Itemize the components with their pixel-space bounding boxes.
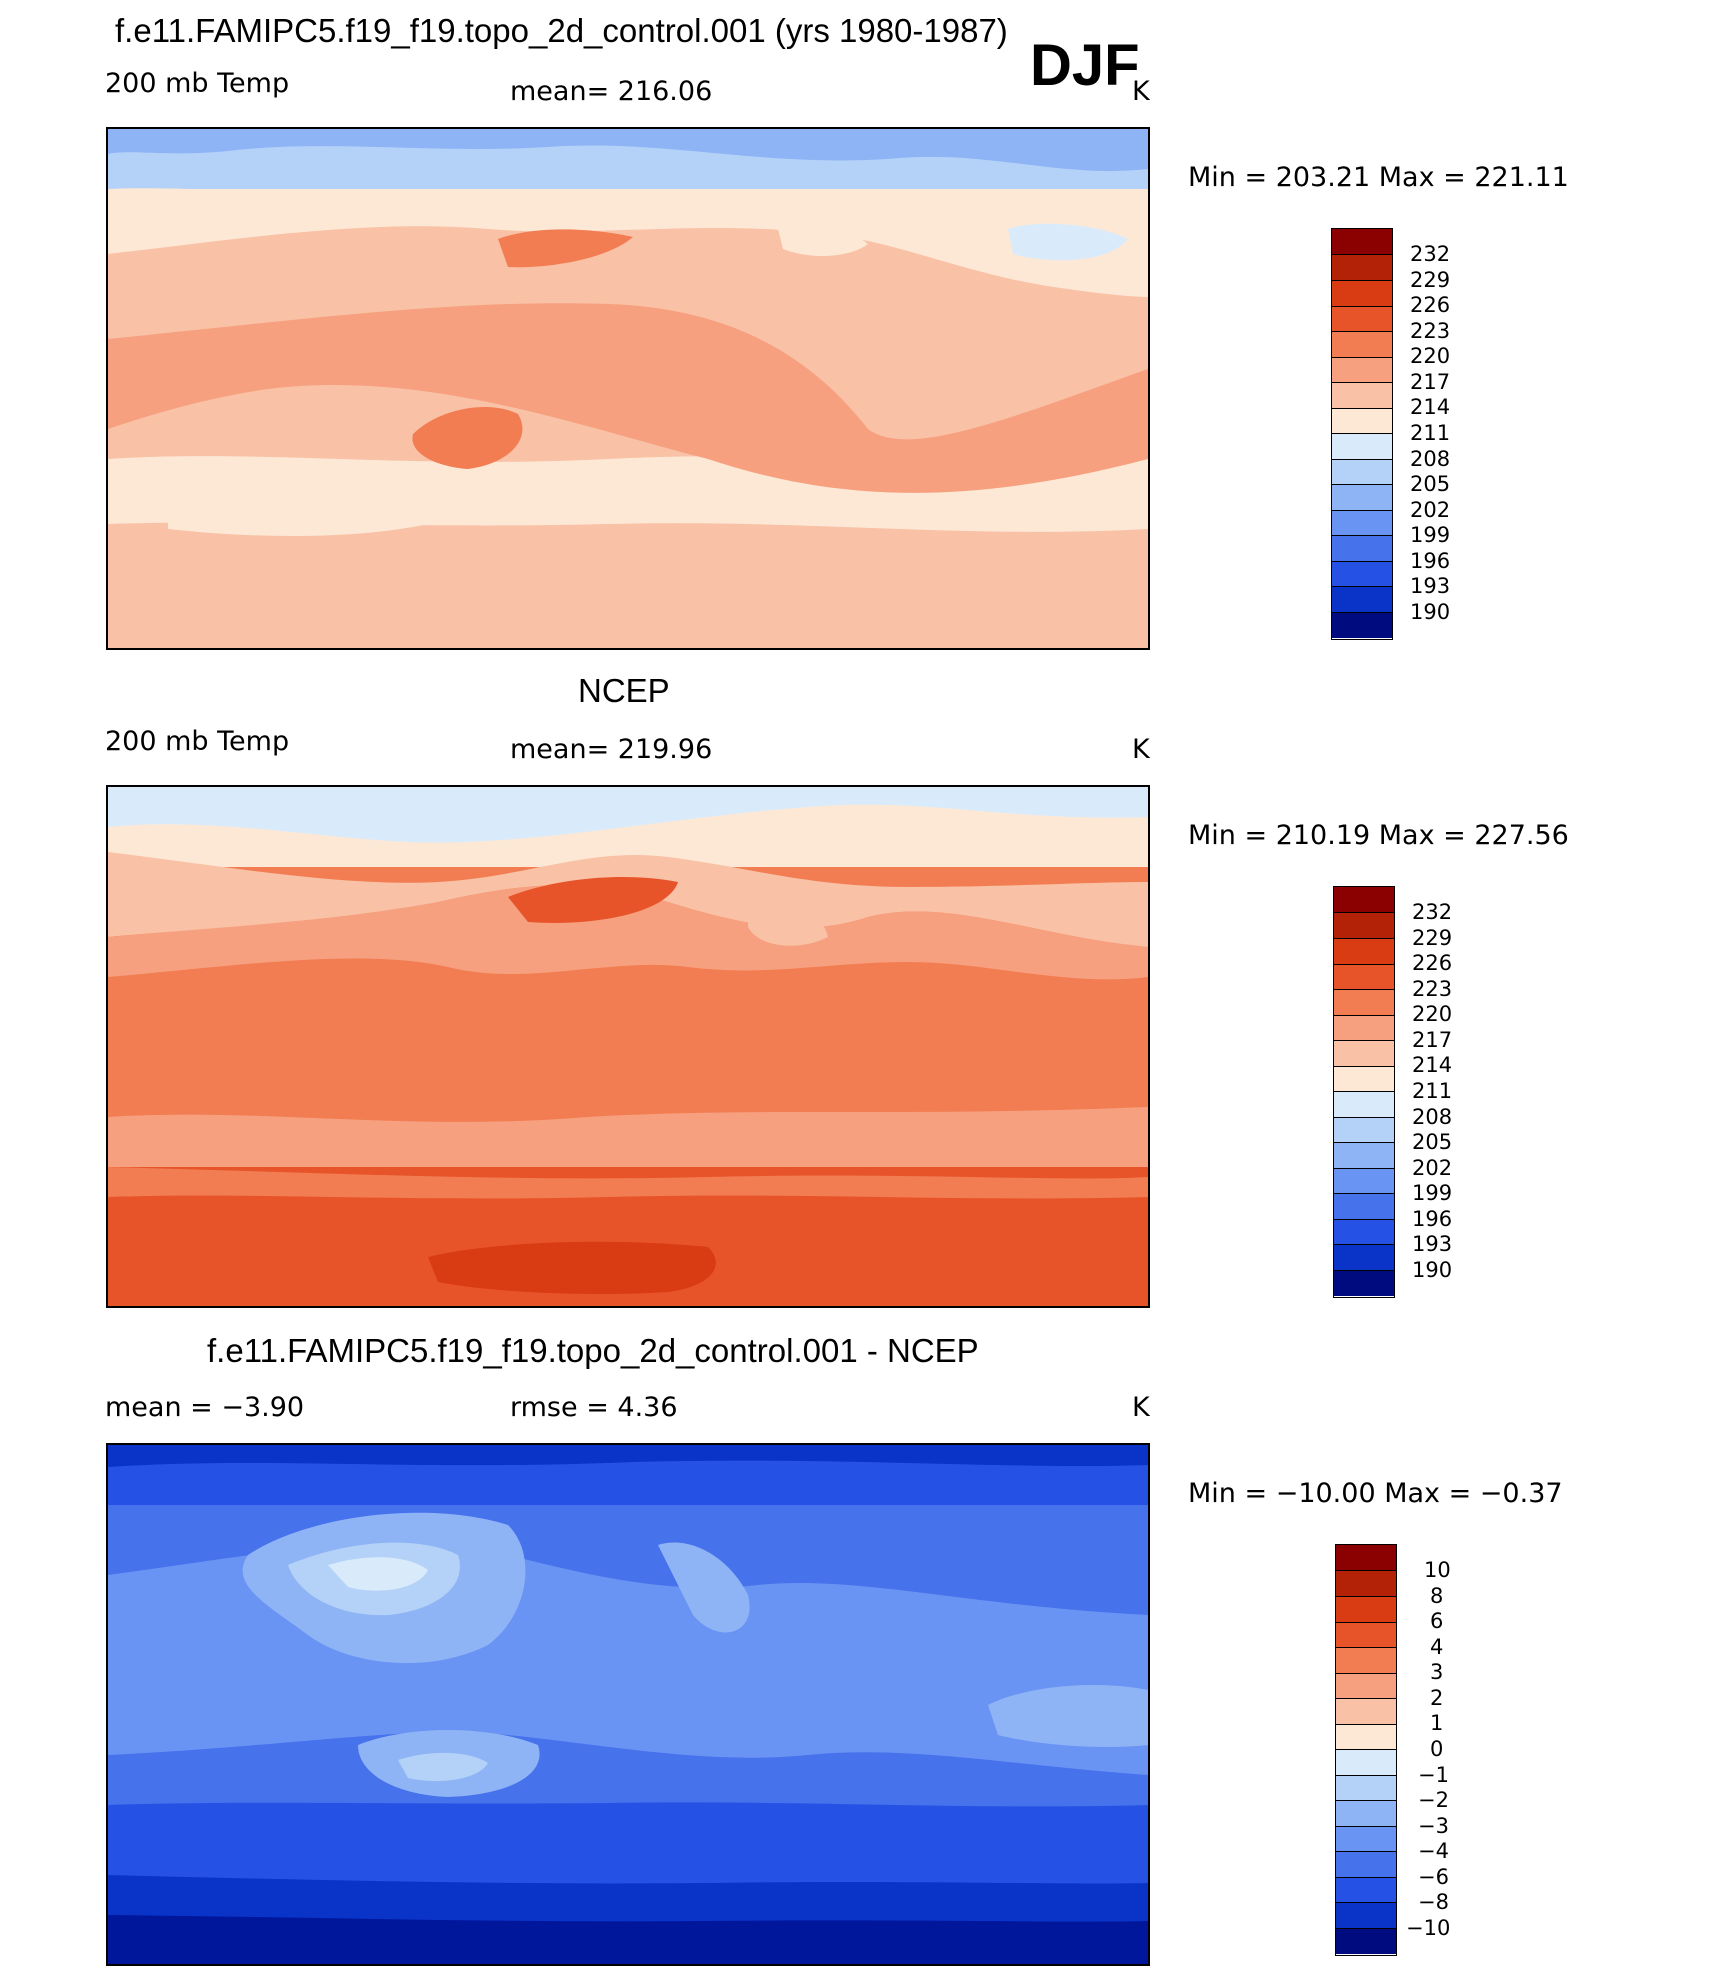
tick-label: 199 [1412, 1181, 1453, 1205]
panel3-mean-label: mean = −3.90 [105, 1392, 305, 1423]
tick-label: 223 [1410, 319, 1451, 343]
tick-label: 196 [1410, 549, 1451, 573]
tick-label: 202 [1410, 498, 1451, 522]
panel3-minmax: Min = −10.00 Max = −0.37 [1188, 1478, 1563, 1509]
panel2-title: NCEP [578, 672, 670, 709]
panel1-map [106, 127, 1150, 650]
tick-label: 193 [1410, 574, 1451, 598]
tick-label: −8 [1418, 1890, 1449, 1914]
tick-label: 202 [1412, 1156, 1453, 1180]
panel2-mean-label: mean= 219.96 [510, 734, 713, 765]
tick-label: −4 [1418, 1839, 1449, 1863]
tick-label: 8 [1430, 1584, 1444, 1608]
panel2-map [106, 785, 1150, 1308]
panel1-variable-label: 200 mb Temp [105, 68, 290, 99]
tick-label: 214 [1410, 395, 1451, 419]
tick-label: 208 [1410, 447, 1451, 471]
tick-label: 220 [1412, 1002, 1453, 1026]
tick-label: 205 [1410, 472, 1451, 496]
panel1-title: f.e11.FAMIPC5.f19_f19.topo_2d_control.00… [115, 12, 1008, 49]
tick-label: 199 [1410, 523, 1451, 547]
panel3-rmse-label: rmse = 4.36 [510, 1392, 678, 1423]
tick-label: 223 [1412, 977, 1453, 1001]
tick-label: 3 [1430, 1660, 1444, 1684]
panel2-variable-label: 200 mb Temp [105, 726, 290, 757]
tick-label: 229 [1412, 926, 1453, 950]
panel1-units: K [1132, 76, 1150, 107]
panel3-colorbar [1335, 1544, 1397, 1956]
tick-label: 193 [1412, 1232, 1453, 1256]
tick-label: 208 [1412, 1105, 1453, 1129]
panel1-mean-label: mean= 216.06 [510, 76, 713, 107]
panel2-colorbar [1333, 886, 1395, 1298]
tick-label: 214 [1412, 1053, 1453, 1077]
tick-label: 4 [1430, 1635, 1444, 1659]
tick-label: 190 [1412, 1258, 1453, 1282]
tick-label: 10 [1424, 1558, 1451, 1582]
tick-label: −3 [1418, 1814, 1449, 1838]
tick-label: 205 [1412, 1130, 1453, 1154]
tick-label: 217 [1412, 1028, 1453, 1052]
tick-label: 190 [1410, 600, 1451, 624]
tick-label: 6 [1430, 1609, 1444, 1633]
tick-label: 229 [1410, 268, 1451, 292]
tick-label: 1 [1430, 1711, 1444, 1735]
tick-label: 220 [1410, 344, 1451, 368]
tick-label: 2 [1430, 1686, 1444, 1710]
tick-label: 0 [1430, 1737, 1444, 1761]
season-label: DJF [1030, 33, 1140, 98]
panel3-map [106, 1443, 1150, 1966]
panel3-units: K [1132, 1392, 1150, 1423]
tick-label: 196 [1412, 1207, 1453, 1231]
tick-label: 217 [1410, 370, 1451, 394]
tick-label: −1 [1418, 1763, 1449, 1787]
panel3-title: f.e11.FAMIPC5.f19_f19.topo_2d_control.00… [207, 1332, 979, 1369]
tick-label: −6 [1418, 1865, 1449, 1889]
tick-label: 232 [1412, 900, 1453, 924]
tick-label: −10 [1406, 1916, 1451, 1940]
tick-label: 232 [1410, 242, 1451, 266]
tick-label: 226 [1410, 293, 1451, 317]
panel2-minmax: Min = 210.19 Max = 227.56 [1188, 820, 1569, 851]
tick-label: 226 [1412, 951, 1453, 975]
panel2-units: K [1132, 734, 1150, 765]
panel1-minmax: Min = 203.21 Max = 221.11 [1188, 162, 1569, 193]
tick-label: 211 [1412, 1079, 1453, 1103]
panel1-colorbar [1331, 228, 1393, 640]
tick-label: −2 [1418, 1788, 1449, 1812]
tick-label: 211 [1410, 421, 1451, 445]
